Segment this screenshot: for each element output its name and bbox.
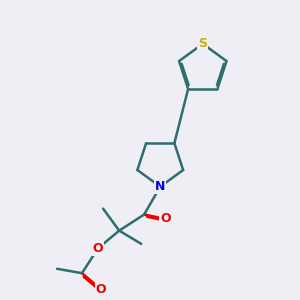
Text: O: O	[93, 242, 104, 255]
Text: S: S	[198, 37, 207, 50]
Text: N: N	[155, 180, 166, 193]
Text: O: O	[96, 283, 106, 296]
Text: O: O	[160, 212, 171, 225]
